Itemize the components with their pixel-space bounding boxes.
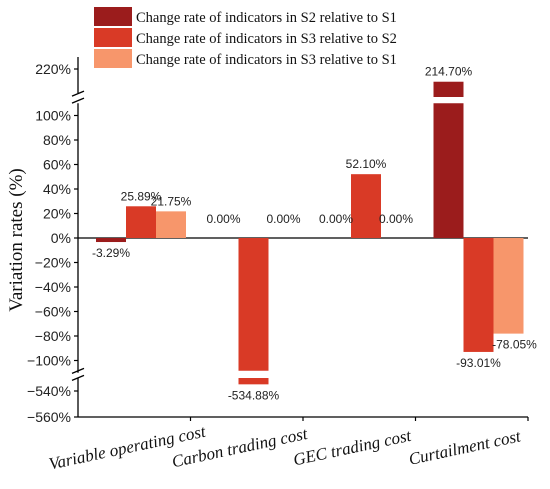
- y-axis-label: Variation rates (%): [6, 168, 27, 312]
- x-category-label: GEC trading cost: [291, 426, 414, 470]
- bar-lower-part: [238, 378, 269, 385]
- y-tick-label: −80%: [35, 328, 71, 344]
- bar: [96, 238, 126, 243]
- bar: [351, 174, 381, 238]
- y-tick-label: −100%: [27, 353, 71, 369]
- bar: [238, 238, 269, 371]
- data-label: -78.05%: [492, 338, 537, 352]
- legend-label-1: Change rate of indicators in S2 relative…: [136, 10, 397, 26]
- y-tick-label: −60%: [35, 304, 71, 320]
- y-tick-label: 20%: [43, 206, 71, 222]
- data-label: 52.10%: [346, 157, 387, 171]
- y-tick-label: 60%: [43, 157, 71, 173]
- data-label: 0.00%: [319, 212, 353, 226]
- x-category-label: Curtailment cost: [407, 426, 524, 469]
- bar-upper-part: [433, 81, 464, 97]
- data-label: 0.00%: [379, 212, 413, 226]
- legend-label-3: Change rate of indicators in S3 relative…: [136, 52, 397, 68]
- bars: [96, 81, 524, 385]
- data-label: 25.89%: [121, 189, 162, 203]
- y-tick-label: −560%: [27, 409, 71, 425]
- axis-break-mark-2a: [71, 367, 85, 374]
- bar: [433, 103, 464, 238]
- y-tick-label: 0%: [51, 230, 71, 246]
- legend: Change rate of indicators in S2 relative…: [94, 7, 397, 68]
- data-label: -93.01%: [456, 356, 501, 370]
- y-tick-label: 80%: [43, 132, 71, 148]
- y-tick-label: 40%: [43, 181, 71, 197]
- legend-label-2: Change rate of indicators in S3 relative…: [136, 31, 397, 47]
- y-tick-label: −40%: [35, 279, 71, 295]
- axis-break-mark-1b: [71, 97, 85, 104]
- data-label: 21.75%: [151, 194, 192, 208]
- legend-swatch-2: [94, 28, 132, 47]
- y-tick-label: −540%: [27, 383, 71, 399]
- data-label: 0.00%: [266, 212, 300, 226]
- data-label: 214.70%: [425, 65, 473, 79]
- axis-break-mark-1a: [71, 90, 85, 97]
- data-label: 0.00%: [206, 212, 240, 226]
- bar: [493, 238, 524, 334]
- y-tick-label: −20%: [35, 255, 71, 271]
- data-label: -534.88%: [228, 388, 280, 402]
- legend-swatch-3: [94, 49, 132, 68]
- legend-swatch-1: [94, 7, 132, 26]
- data-label: -3.29%: [92, 246, 130, 260]
- data-labels: -3.29% 25.89%21.75% 0.00% -534.88% 0.00% 0.00…: [92, 65, 537, 403]
- bar: [126, 206, 156, 238]
- axis-break-mark-2b: [71, 374, 85, 381]
- y-tick-label: 100%: [35, 108, 71, 124]
- bar: [463, 238, 494, 352]
- bar: [156, 211, 186, 238]
- y-tick-label: 220%: [35, 61, 71, 77]
